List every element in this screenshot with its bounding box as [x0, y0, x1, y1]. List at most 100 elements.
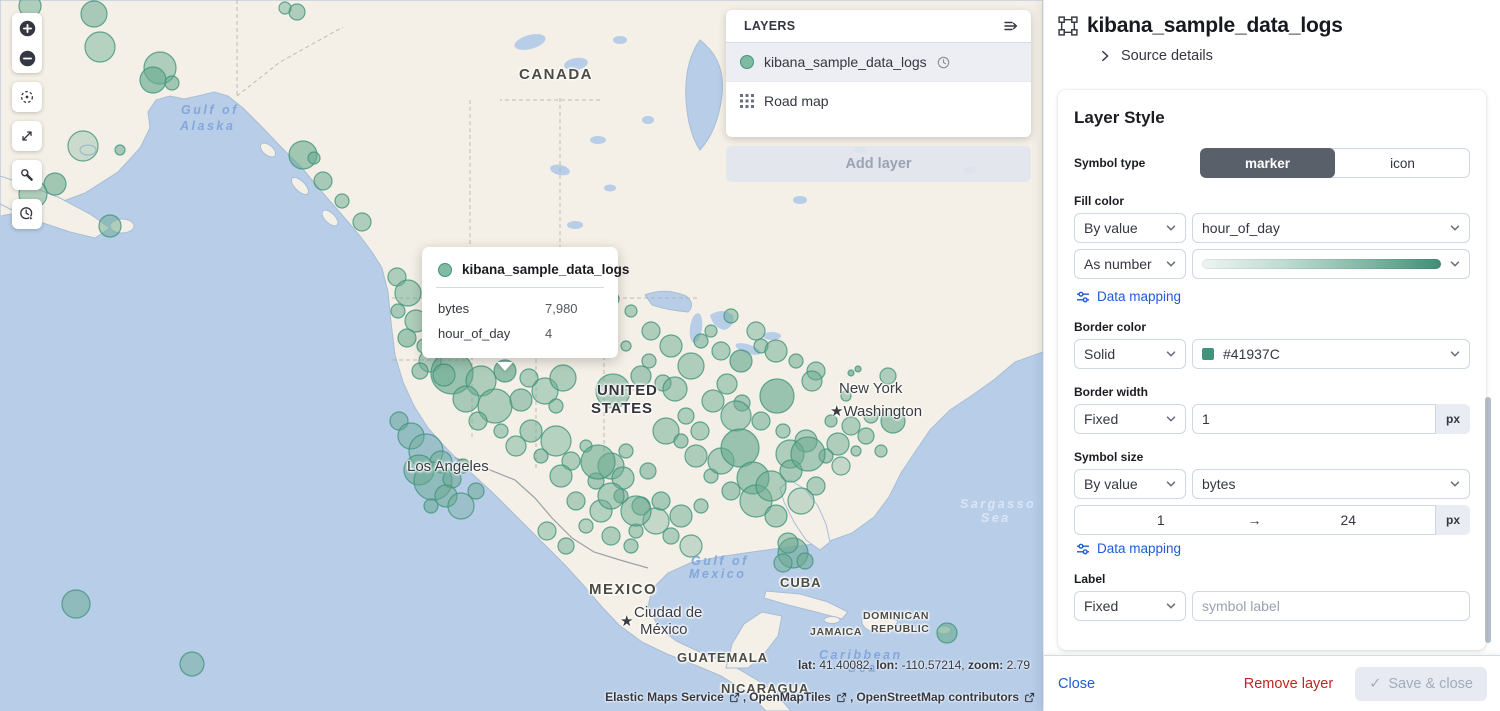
data-point[interactable]	[854, 365, 862, 373]
data-point[interactable]	[690, 421, 710, 441]
data-point[interactable]	[662, 527, 680, 545]
data-point[interactable]	[764, 504, 788, 528]
symbol-size-field-select[interactable]: bytes	[1192, 469, 1470, 499]
data-point[interactable]	[139, 66, 167, 94]
data-point[interactable]	[390, 303, 406, 319]
data-point[interactable]	[595, 373, 631, 409]
data-point[interactable]	[857, 427, 875, 445]
data-point[interactable]	[652, 417, 680, 445]
layer-row-kibana-sample-data-logs[interactable]: kibana_sample_data_logs	[726, 43, 1031, 81]
data-point[interactable]	[831, 456, 851, 476]
data-point[interactable]	[540, 425, 572, 457]
data-point[interactable]	[307, 151, 321, 165]
data-point[interactable]	[701, 389, 725, 413]
data-point[interactable]	[720, 428, 760, 468]
data-point[interactable]	[537, 521, 557, 541]
data-point[interactable]	[611, 466, 635, 490]
data-point[interactable]	[578, 518, 594, 534]
data-point[interactable]	[850, 445, 862, 457]
data-point[interactable]	[455, 458, 471, 474]
layer-row-road-map[interactable]: Road map	[726, 81, 1031, 119]
data-point[interactable]	[98, 214, 122, 238]
data-point[interactable]	[278, 1, 292, 15]
source-details-accordion[interactable]: Source details	[1098, 48, 1484, 64]
symbol-type-marker-option[interactable]: marker	[1200, 148, 1335, 178]
data-point[interactable]	[561, 451, 581, 471]
data-point[interactable]	[334, 193, 350, 209]
border-width-input[interactable]	[1192, 411, 1435, 427]
data-point[interactable]	[549, 464, 573, 488]
data-point[interactable]	[624, 304, 638, 318]
data-point[interactable]	[723, 308, 739, 324]
data-point[interactable]	[826, 432, 850, 456]
data-point[interactable]	[397, 328, 417, 348]
data-point[interactable]	[641, 353, 657, 369]
data-point[interactable]	[432, 363, 456, 387]
data-point[interactable]	[411, 362, 429, 380]
fit-to-data-button[interactable]	[12, 121, 42, 151]
data-point[interactable]	[716, 373, 738, 395]
data-point[interactable]	[114, 144, 126, 156]
data-point[interactable]	[452, 385, 480, 413]
data-point[interactable]	[651, 491, 671, 511]
data-point[interactable]	[693, 333, 709, 349]
data-point[interactable]	[505, 435, 527, 457]
data-point[interactable]	[840, 390, 852, 402]
data-point[interactable]	[519, 368, 539, 388]
data-point[interactable]	[641, 321, 661, 341]
data-point[interactable]	[84, 31, 116, 63]
data-point[interactable]	[43, 172, 67, 196]
data-point[interactable]	[879, 367, 897, 385]
data-point[interactable]	[639, 462, 657, 480]
data-point[interactable]	[509, 388, 533, 412]
symbol-label-input[interactable]	[1192, 598, 1470, 614]
symbol-size-method-select[interactable]: By value	[1074, 469, 1186, 499]
timeslider-button[interactable]	[12, 199, 42, 229]
data-point[interactable]	[80, 0, 108, 28]
data-point[interactable]	[759, 378, 795, 414]
data-point[interactable]	[751, 411, 771, 431]
data-point[interactable]	[790, 436, 826, 472]
attribution-link[interactable]: Elastic Maps Service	[605, 690, 724, 704]
data-point[interactable]	[773, 553, 793, 573]
data-point[interactable]	[777, 532, 799, 554]
data-point[interactable]	[67, 130, 99, 162]
fill-color-ramp-select[interactable]	[1192, 249, 1470, 279]
collapse-panel-button[interactable]	[1003, 18, 1019, 34]
data-point[interactable]	[806, 476, 826, 496]
data-point[interactable]	[775, 423, 791, 439]
data-point[interactable]	[61, 589, 91, 619]
data-point[interactable]	[601, 526, 621, 546]
attribution-link[interactable]: OpenMapTiles	[749, 690, 831, 704]
data-point[interactable]	[764, 339, 788, 363]
attribution-link[interactable]: OpenStreetMap contributors	[856, 690, 1019, 704]
data-point[interactable]	[841, 416, 861, 436]
data-point[interactable]	[659, 334, 683, 358]
data-point[interactable]	[677, 352, 705, 380]
size-min-value[interactable]: 1	[1156, 512, 1165, 528]
data-point[interactable]	[936, 622, 958, 644]
data-point[interactable]	[729, 349, 753, 373]
data-point[interactable]	[677, 407, 695, 425]
data-point[interactable]	[493, 423, 509, 439]
symbol-type-icon-option[interactable]: icon	[1390, 155, 1415, 171]
data-point[interactable]	[679, 534, 703, 558]
data-point[interactable]	[662, 376, 688, 402]
label-method-select[interactable]: Fixed	[1074, 591, 1186, 621]
border-color-method-select[interactable]: Solid	[1074, 339, 1186, 369]
zoom-in-button[interactable]	[12, 13, 42, 43]
data-point[interactable]	[397, 422, 425, 450]
data-point[interactable]	[669, 504, 693, 528]
data-point[interactable]	[874, 444, 888, 458]
data-point[interactable]	[720, 400, 752, 432]
data-point[interactable]	[788, 353, 804, 369]
data-point[interactable]	[721, 481, 741, 501]
fill-data-mapping-link[interactable]: Data mapping	[1076, 289, 1470, 304]
data-point[interactable]	[597, 482, 625, 510]
data-point[interactable]	[548, 398, 564, 414]
data-point[interactable]	[533, 448, 549, 464]
tools-button[interactable]	[12, 160, 42, 190]
data-point[interactable]	[755, 470, 787, 502]
fill-color-method-select[interactable]: By value	[1074, 213, 1186, 243]
data-point[interactable]	[618, 443, 634, 459]
